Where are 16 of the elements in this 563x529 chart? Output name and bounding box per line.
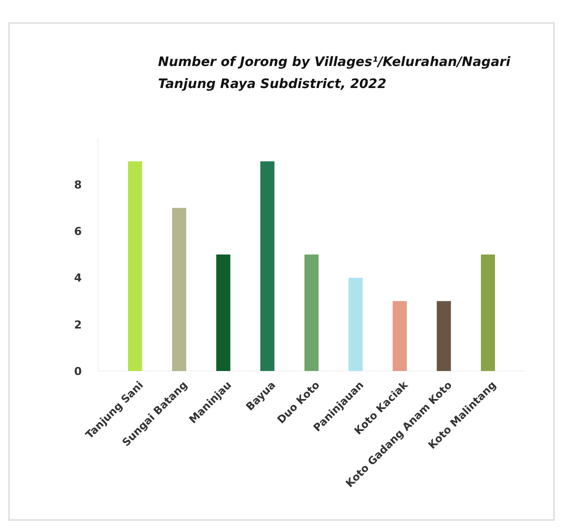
bar [128, 161, 142, 371]
bar [260, 161, 274, 371]
y-tick-label: 6 [74, 225, 82, 238]
bar [348, 278, 363, 371]
y-tick-label: 0 [74, 364, 82, 378]
chart-subtitle: Tanjung Raya Subdistrict, 2022 [158, 77, 386, 92]
y-tick-label: 8 [74, 178, 82, 192]
bar [304, 254, 319, 371]
chart-title: Number of Jorong by Villages¹/Kelurahan/Nagari [158, 55, 511, 70]
bar [216, 254, 230, 371]
bar [172, 208, 186, 371]
bar [436, 301, 451, 371]
bar [392, 301, 407, 371]
y-tick-label: 2 [74, 318, 82, 332]
bar [480, 254, 496, 371]
y-tick-label: 4 [74, 272, 82, 285]
